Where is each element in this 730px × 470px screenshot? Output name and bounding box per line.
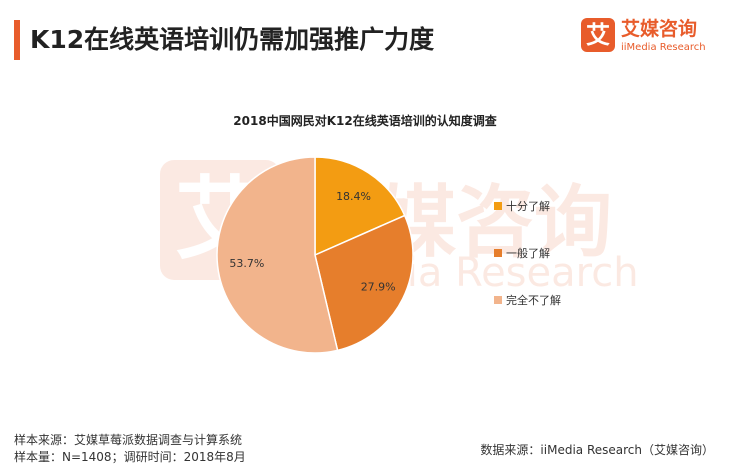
pie-value-label: 53.7%: [229, 257, 264, 270]
footer-data-source: 数据来源：iiMedia Research（艾媒咨询）: [480, 443, 714, 457]
pie-slices: [216, 156, 414, 354]
brand-logo: 艾 艾媒咨询 iiMedia Research: [581, 18, 721, 62]
legend-swatch: [494, 296, 502, 304]
pie-slice-somewhat-familiar: [314, 214, 414, 352]
legend-swatch: [494, 202, 502, 210]
footer-sample-info: 样本来源：艾媒草莓派数据调查与计算系统 样本量：N=1408；调研时间：2018…: [14, 432, 246, 466]
pie-slice-very-familiar: [314, 156, 406, 257]
pie-slice-unfamiliar: [216, 156, 339, 354]
legend-label: 完全不了解: [506, 294, 561, 307]
pie-value-labels: 18.4% 27.9% 53.7%: [229, 190, 395, 294]
page-title: K12在线英语培训仍需加强推广力度: [30, 25, 435, 54]
footer-sample-size: 样本量：N=1408；调研时间：2018年8月: [14, 450, 246, 464]
pie-value-label: 27.9%: [361, 280, 396, 293]
pie-value-label: 18.4%: [336, 190, 371, 203]
title-accent-bar: [14, 20, 20, 60]
logo-mark-icon: 艾: [581, 18, 615, 52]
legend-label: 十分了解: [506, 200, 550, 213]
legend-label: 一般了解: [506, 247, 550, 260]
footer-sample-source: 样本来源：艾媒草莓派数据调查与计算系统: [14, 433, 243, 447]
logo-chinese-text: 艾媒咨询: [621, 18, 698, 40]
legend-swatch: [494, 249, 502, 257]
chart-title: 2018中国网民对K12在线英语培训的认知度调查: [233, 114, 497, 128]
logo-english-text: iiMedia Research: [621, 42, 706, 53]
